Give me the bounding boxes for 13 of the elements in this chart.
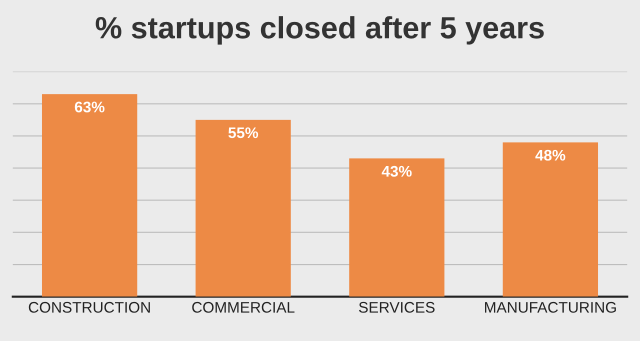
bar (349, 158, 444, 297)
bar (502, 142, 598, 297)
bar (42, 94, 138, 297)
chart-title: % startups closed after 5 years (96, 16, 544, 45)
data-label: 48% (535, 150, 566, 161)
data-label: 55% (228, 127, 258, 138)
data-label: 63% (74, 102, 104, 112)
x-tick-label: COMMERCIAL (192, 302, 294, 313)
x-tick-label: SERVICES (358, 302, 435, 313)
x-tick-label: CONSTRUCTION (28, 302, 150, 313)
data-label: 43% (382, 166, 412, 177)
bar (196, 120, 291, 297)
x-tick-label: MANUFACTURING (485, 302, 616, 313)
